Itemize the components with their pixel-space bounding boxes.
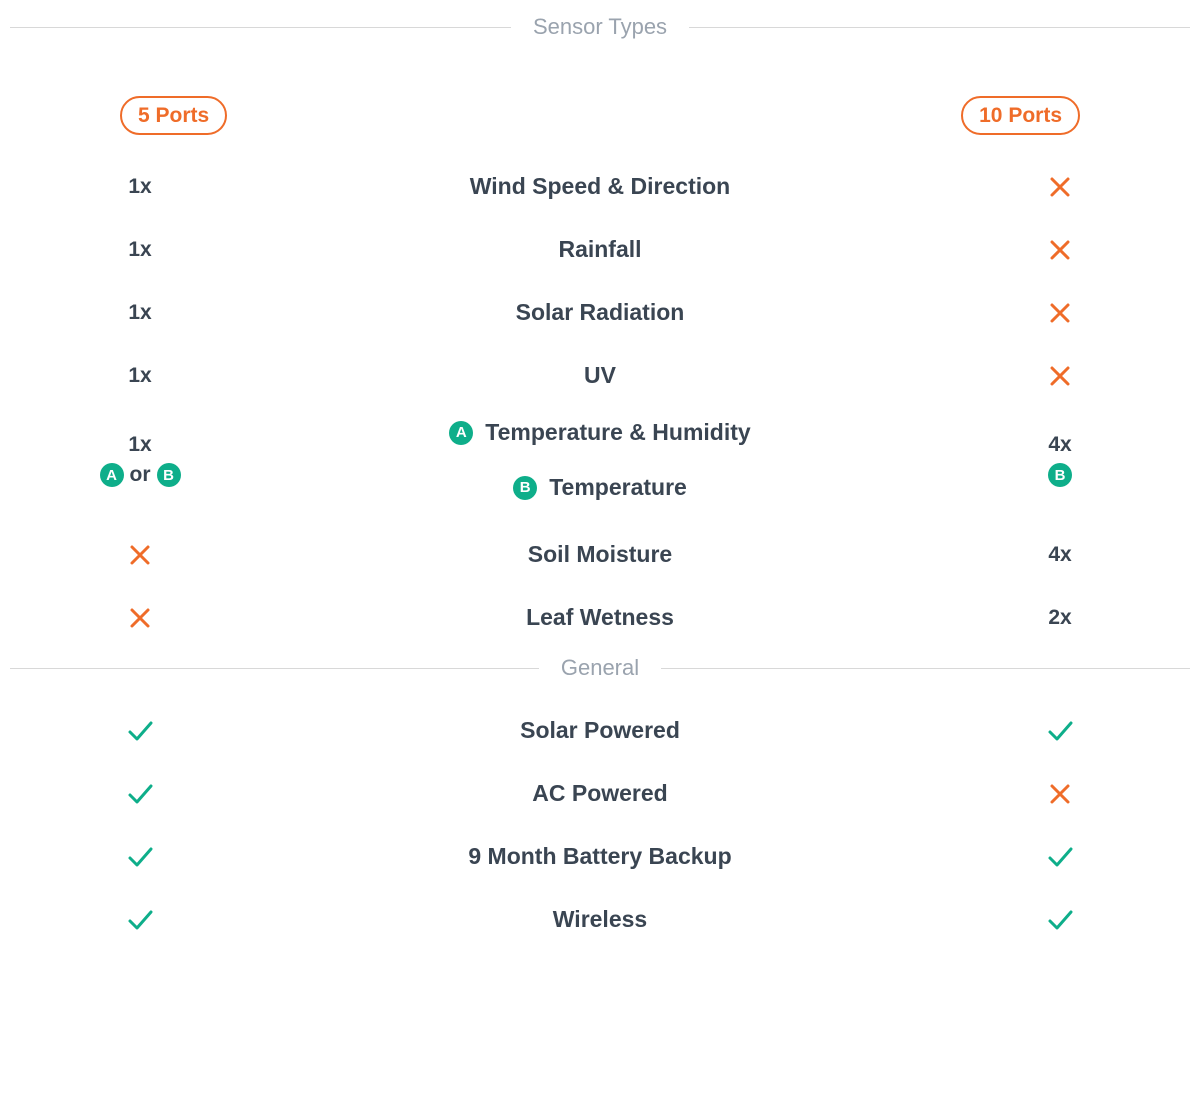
x-icon <box>1049 176 1071 198</box>
x-icon <box>1049 783 1071 805</box>
combo-left-qty: 1x <box>128 433 151 457</box>
combo-right: 4x B <box>930 433 1190 487</box>
row-center: Leaf Wetness <box>270 604 930 631</box>
combo-line-a: A Temperature & Humidity <box>449 419 750 446</box>
combo-row: 1x A or B A Temperature & Humidity B Tem… <box>10 407 1190 523</box>
row-right: 4x <box>930 543 1190 567</box>
table-row: 1x Wind Speed & Direction <box>10 155 1190 218</box>
section-title: General <box>561 655 639 681</box>
row-left <box>10 907 270 933</box>
x-icon <box>1049 239 1071 261</box>
qty-text: 4x <box>1048 543 1071 567</box>
combo-right-qty: 4x <box>1048 433 1071 457</box>
row-right: 2x <box>930 606 1190 630</box>
row-right <box>930 176 1190 198</box>
check-icon <box>127 718 153 744</box>
qty-text: 1x <box>128 364 151 388</box>
row-left: 1x <box>10 301 270 325</box>
combo-left-or: A or B <box>100 463 181 487</box>
rule <box>10 27 511 28</box>
table-row: 1x Solar Radiation <box>10 281 1190 344</box>
table-row: AC Powered <box>10 762 1190 825</box>
combo-b-label: Temperature <box>549 474 687 501</box>
check-icon <box>127 844 153 870</box>
check-icon <box>1047 907 1073 933</box>
combo-a-label: Temperature & Humidity <box>485 419 750 446</box>
row-right <box>930 365 1190 387</box>
row-left <box>10 544 270 566</box>
combo-center: A Temperature & Humidity B Temperature <box>270 419 930 501</box>
row-right <box>930 718 1190 744</box>
row-left: 1x <box>10 364 270 388</box>
qty-text: 2x <box>1048 606 1071 630</box>
badge-a-icon: A <box>449 421 473 445</box>
general-rows: Solar Powered AC Powered 9 Month Battery B… <box>10 699 1190 951</box>
table-row: Wireless <box>10 888 1190 951</box>
row-right <box>930 302 1190 324</box>
row-center: Rainfall <box>270 236 930 263</box>
check-icon <box>127 781 153 807</box>
qty-text: 1x <box>128 238 151 262</box>
row-left: 1x <box>10 175 270 199</box>
x-icon <box>1049 302 1071 324</box>
row-left <box>10 781 270 807</box>
badge-b-icon: B <box>1048 463 1072 487</box>
table-row: Leaf Wetness 2x <box>10 586 1190 649</box>
rule <box>661 668 1190 669</box>
section-title: Sensor Types <box>533 14 667 40</box>
row-left <box>10 718 270 744</box>
row-right <box>930 239 1190 261</box>
x-icon <box>129 607 151 629</box>
check-icon <box>1047 844 1073 870</box>
table-row: 1x Rainfall <box>10 218 1190 281</box>
row-left <box>10 607 270 629</box>
badge-b-icon: B <box>157 463 181 487</box>
table-row: Solar Powered <box>10 699 1190 762</box>
badge-a-icon: A <box>100 463 124 487</box>
ports-pill-10: 10 Ports <box>961 96 1080 135</box>
rule <box>10 668 539 669</box>
row-left <box>10 844 270 870</box>
row-center: AC Powered <box>270 780 930 807</box>
row-center: Solar Powered <box>270 717 930 744</box>
or-text: or <box>130 463 151 487</box>
row-center: Wireless <box>270 906 930 933</box>
ports-header: 5 Ports 10 Ports <box>10 58 1190 155</box>
qty-text: 1x <box>128 301 151 325</box>
row-center: Soil Moisture <box>270 541 930 568</box>
row-center: 9 Month Battery Backup <box>270 843 930 870</box>
combo-left: 1x A or B <box>10 433 270 487</box>
sensor-rows-2: Soil Moisture 4x Leaf Wetness 2x <box>10 523 1190 649</box>
comparison-table: Sensor Types 5 Ports 10 Ports 1x Wind Spe… <box>0 0 1200 951</box>
table-row: 9 Month Battery Backup <box>10 825 1190 888</box>
x-icon <box>1049 365 1071 387</box>
row-right <box>930 844 1190 870</box>
section-divider-general: General <box>10 649 1190 699</box>
row-left: 1x <box>10 238 270 262</box>
check-icon <box>1047 718 1073 744</box>
table-row: Soil Moisture 4x <box>10 523 1190 586</box>
combo-line-b: B Temperature <box>513 474 687 501</box>
row-center: Wind Speed & Direction <box>270 173 930 200</box>
ports-pill-5: 5 Ports <box>120 96 227 135</box>
row-right <box>930 783 1190 805</box>
combo-right-badge: B <box>1048 463 1072 487</box>
row-center: UV <box>270 362 930 389</box>
sensor-rows: 1x Wind Speed & Direction 1x Rainfall 1x Sola… <box>10 155 1190 407</box>
section-divider-sensor: Sensor Types <box>10 0 1190 58</box>
row-right <box>930 907 1190 933</box>
row-center: Solar Radiation <box>270 299 930 326</box>
x-icon <box>129 544 151 566</box>
check-icon <box>127 907 153 933</box>
rule <box>689 27 1190 28</box>
qty-text: 1x <box>128 175 151 199</box>
badge-b-icon: B <box>513 476 537 500</box>
table-row: 1x UV <box>10 344 1190 407</box>
